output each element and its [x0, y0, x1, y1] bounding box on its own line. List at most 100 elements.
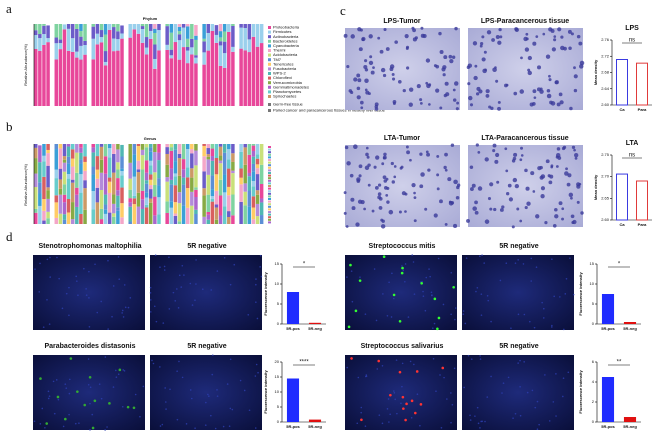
- cell: [502, 382, 505, 384]
- signal: [404, 418, 407, 422]
- signal: [389, 393, 392, 397]
- cell: [357, 199, 363, 204]
- stack-segment: [231, 153, 235, 162]
- stack-segment: [136, 144, 141, 147]
- stack-segment: [95, 24, 100, 34]
- cell: [87, 358, 90, 360]
- stack-segment: [79, 31, 83, 37]
- cell: [114, 369, 117, 372]
- cell: [531, 389, 534, 392]
- stack-segment: [42, 176, 46, 200]
- cell: [181, 376, 184, 379]
- cell: [69, 378, 71, 381]
- stack-segment: [91, 166, 95, 175]
- cell: [561, 217, 564, 221]
- cell: [366, 155, 370, 159]
- cell: [117, 373, 120, 376]
- cell: [55, 379, 58, 381]
- cell: [404, 192, 408, 196]
- stack-segment: [218, 163, 223, 180]
- cell: [194, 427, 196, 429]
- signal: [419, 403, 423, 406]
- cell: [536, 400, 539, 403]
- cell: [548, 74, 551, 78]
- cell: [454, 26, 458, 31]
- cell: [546, 93, 552, 99]
- cell: [382, 156, 386, 160]
- cell: [392, 102, 396, 105]
- stack-segment: [34, 30, 38, 36]
- stack-segment: [75, 144, 79, 153]
- stack-segment: [153, 185, 157, 197]
- cell: [391, 272, 393, 275]
- cell: [572, 293, 575, 296]
- cell: [576, 200, 580, 204]
- stack-segment: [202, 52, 206, 65]
- cell: [356, 179, 361, 183]
- cell: [517, 362, 519, 364]
- cell: [229, 358, 232, 361]
- stack-segment: [239, 184, 243, 202]
- cell: [106, 426, 108, 428]
- stack-segment: [185, 207, 190, 224]
- cell: [432, 357, 435, 360]
- cell: [112, 285, 115, 287]
- y-tick-label: 0: [592, 321, 595, 326]
- stack-segment: [91, 147, 95, 153]
- cell: [413, 191, 416, 195]
- cell: [480, 314, 483, 316]
- image-title: 5R negative: [499, 243, 538, 250]
- cell: [375, 155, 380, 160]
- stack-segment: [202, 171, 206, 189]
- stack-segment: [222, 192, 227, 207]
- stack-segment: [210, 160, 215, 176]
- stack-segment: [177, 221, 182, 224]
- legend-swatch: [268, 216, 271, 219]
- stack-segment: [103, 144, 108, 157]
- cell: [569, 106, 573, 111]
- stack-segment: [149, 38, 153, 106]
- stack-segment: [140, 149, 145, 156]
- cell: [385, 47, 390, 51]
- stack-segment: [169, 55, 174, 59]
- micrograph: [345, 28, 460, 110]
- stack-segment: [202, 156, 206, 172]
- stack-segment: [34, 212, 38, 224]
- cell: [573, 66, 576, 70]
- stack-segment: [95, 156, 100, 170]
- stack-segment: [34, 35, 38, 49]
- signal: [392, 293, 396, 297]
- stack-segment: [194, 196, 198, 210]
- cell: [553, 35, 557, 38]
- stack-segment: [251, 150, 256, 157]
- cell: [349, 173, 354, 178]
- y-label: Relative Abundance(%): [23, 43, 28, 85]
- stack-segment: [140, 190, 145, 200]
- stack-segment: [103, 34, 108, 52]
- cell: [76, 280, 78, 282]
- cell: [504, 83, 508, 88]
- stack-segment: [165, 201, 169, 213]
- stack-segment: [206, 159, 210, 175]
- cell: [122, 316, 125, 318]
- stack-segment: [222, 41, 227, 54]
- stack-segment: [136, 33, 141, 107]
- cell: [467, 354, 470, 357]
- legend-label: Cyanobacteria: [273, 43, 300, 48]
- y-label: Mean density: [593, 59, 598, 85]
- micrograph: [33, 255, 145, 330]
- cell: [489, 182, 494, 187]
- legend-swatch: [268, 166, 271, 169]
- cell: [176, 370, 178, 372]
- cell: [501, 392, 503, 394]
- cell: [530, 280, 533, 282]
- cell: [472, 206, 477, 211]
- legend-swatch: [268, 26, 271, 29]
- stack-segment: [54, 144, 59, 150]
- stack-segment: [83, 180, 87, 189]
- cell: [469, 165, 474, 170]
- cell: [427, 168, 431, 172]
- stack-segment: [206, 214, 210, 220]
- stack-segment: [177, 34, 182, 41]
- signal: [83, 403, 87, 407]
